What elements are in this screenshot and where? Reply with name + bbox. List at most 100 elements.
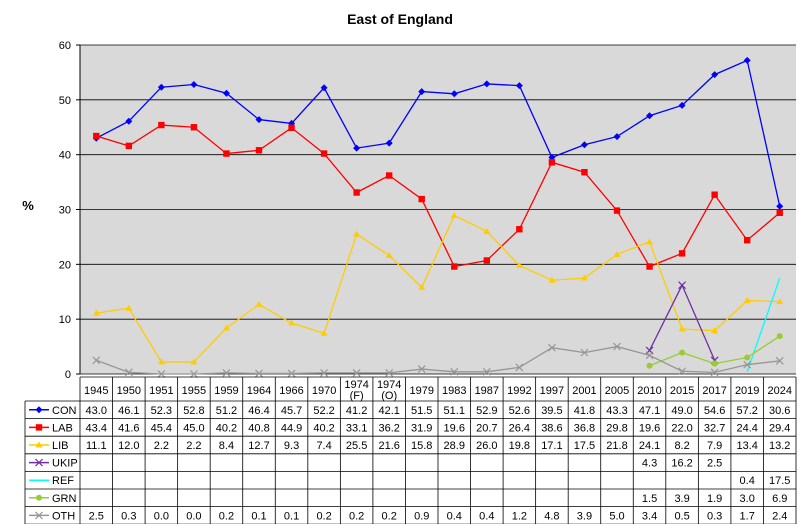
x-tick-label: 1966 xyxy=(279,385,303,397)
y-axis: 0 10 20 30 40 50 60 xyxy=(59,40,81,381)
data-point-grn xyxy=(646,362,653,369)
data-point-oth xyxy=(124,368,133,377)
data-point-grn xyxy=(776,333,783,340)
data-label: 19.8 xyxy=(509,440,530,452)
data-label: 41.8 xyxy=(574,405,595,417)
data-label: 45.0 xyxy=(183,422,204,434)
data-label: 51.1 xyxy=(444,405,465,417)
data-label: 42.1 xyxy=(378,405,399,417)
data-label: 40.8 xyxy=(248,422,269,434)
data-label: 2.2 xyxy=(154,440,169,452)
data-point-con xyxy=(515,82,523,90)
data-point-lab xyxy=(581,169,588,176)
data-point-oth xyxy=(482,367,491,376)
x-tick-label: 1945 xyxy=(84,385,108,397)
data-point-con xyxy=(157,83,165,91)
data-point-oth xyxy=(352,368,361,377)
data-point-oth xyxy=(580,348,589,357)
data-point-ukip xyxy=(678,281,687,290)
x-tick-label: (O) xyxy=(381,390,397,402)
data-label: 2.5 xyxy=(89,510,104,522)
data-point-oth xyxy=(255,369,263,378)
data-point-lib xyxy=(613,250,621,257)
data-label: 3.9 xyxy=(674,493,689,505)
data-label: 28.9 xyxy=(444,440,465,452)
data-point-oth xyxy=(743,360,752,369)
data-label: 1.7 xyxy=(740,510,755,522)
data-point-oth xyxy=(287,369,296,378)
data-point-lib xyxy=(483,227,491,234)
x-tick-label: 1987 xyxy=(475,385,499,397)
data-point-oth xyxy=(645,351,654,360)
data-point-oth xyxy=(157,370,166,378)
data-point-lab xyxy=(483,257,491,264)
data-point-lib xyxy=(125,304,133,311)
data-label: 32.7 xyxy=(704,422,725,434)
data-point-lib xyxy=(320,329,328,336)
data-point-oth xyxy=(222,368,231,377)
data-point-lib xyxy=(92,309,100,316)
data-point-lab xyxy=(255,147,263,154)
legend-marker xyxy=(36,494,42,501)
data-label: 36.8 xyxy=(574,422,595,434)
data-label: 29.8 xyxy=(606,422,627,434)
data-point-grn xyxy=(744,354,751,361)
data-label: 57.2 xyxy=(736,405,757,417)
data-label: 25.5 xyxy=(346,440,367,452)
x-tick-label: 1992 xyxy=(507,385,531,397)
data-label: 9.3 xyxy=(284,440,299,452)
data-point-lab xyxy=(516,226,523,233)
y-tick-label: 60 xyxy=(59,40,71,52)
data-point-lab xyxy=(451,263,458,270)
data-point-con xyxy=(450,90,458,98)
legend-key-oth: OTH xyxy=(29,510,75,522)
x-tick-label: 2005 xyxy=(605,385,629,397)
data-point-con xyxy=(418,88,426,96)
data-label: 19.6 xyxy=(639,422,660,434)
x-tick-label: 2017 xyxy=(702,385,726,397)
series-line-lib xyxy=(96,214,780,363)
data-point-oth xyxy=(385,368,394,377)
data-label: 11.1 xyxy=(86,440,107,452)
data-label: 40.2 xyxy=(216,422,237,434)
series-grn xyxy=(646,333,783,369)
data-label: 19.6 xyxy=(444,422,465,434)
data-point-lab xyxy=(125,142,133,150)
data-label: 0.5 xyxy=(674,510,689,522)
data-point-oth xyxy=(515,363,524,372)
legend-label: CON xyxy=(52,405,77,417)
series-line-oth xyxy=(96,345,780,375)
data-point-oth xyxy=(710,368,719,377)
data-label: 8.4 xyxy=(219,440,234,452)
data-point-con xyxy=(255,116,263,124)
data-point-oth xyxy=(775,356,784,365)
series-con xyxy=(92,56,784,210)
y-tick-label: 10 xyxy=(59,314,71,326)
legend-marker xyxy=(35,458,43,467)
data-point-lib xyxy=(385,252,393,259)
data-label: 0.2 xyxy=(316,510,331,522)
data-label: 3.0 xyxy=(740,493,755,505)
legend-label: REF xyxy=(52,475,74,487)
data-point-lib xyxy=(678,325,686,332)
data-label: 17.5 xyxy=(769,475,790,487)
data-point-con xyxy=(743,56,751,64)
data-label: 24.4 xyxy=(736,422,757,434)
x-tick-label: 1997 xyxy=(540,385,564,397)
data-point-con xyxy=(711,71,719,79)
series-oth xyxy=(92,342,784,378)
data-label: 46.4 xyxy=(248,405,269,417)
data-point-lab xyxy=(288,124,295,131)
x-tick-label: 1970 xyxy=(312,385,336,397)
data-label: 4.8 xyxy=(544,510,559,522)
data-label: 0.9 xyxy=(414,510,429,522)
data-point-grn xyxy=(679,349,686,356)
data-label: 0.2 xyxy=(349,510,364,522)
data-label: 24.1 xyxy=(639,440,660,452)
data-label: 0.3 xyxy=(707,510,722,522)
data-label: 0.2 xyxy=(382,510,397,522)
data-label: 1.5 xyxy=(642,493,657,505)
data-label: 1.9 xyxy=(707,493,722,505)
data-label: 31.9 xyxy=(411,422,432,434)
data-label: 0.1 xyxy=(284,510,299,522)
